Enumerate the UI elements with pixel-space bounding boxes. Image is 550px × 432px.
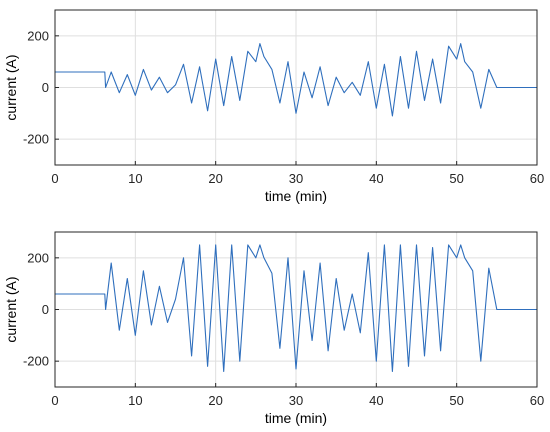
x-tick-label: 20 (208, 393, 222, 408)
y-tick-label: -200 (23, 354, 49, 369)
top-plot: 0 10 20 30 40 50 60 -200 0 200 time (min) current (… (3, 9, 544, 204)
x-tick-label: 60 (530, 171, 544, 186)
y-tick-label: 200 (27, 28, 49, 43)
current-trace (55, 244, 537, 373)
x-tick-label: 40 (369, 171, 383, 186)
y-tick-label: -200 (23, 132, 49, 147)
x-tick-label: 20 (208, 171, 222, 186)
x-tick-label: 10 (128, 393, 142, 408)
x-tick-label: 0 (51, 393, 58, 408)
y-tick-label: 0 (42, 302, 49, 317)
current-trace (55, 43, 537, 117)
x-tick-label: 30 (289, 393, 303, 408)
x-tick-label: 10 (128, 171, 142, 186)
x-tick-label: 50 (449, 171, 463, 186)
y-axis-label: current (A) (3, 276, 19, 342)
x-axis-label: time (min) (265, 188, 327, 204)
x-tick-label: 40 (369, 393, 383, 408)
x-tick-label: 30 (289, 171, 303, 186)
y-axis-label: current (A) (3, 54, 19, 120)
x-tick-label: 60 (530, 393, 544, 408)
x-tick-label: 50 (449, 393, 463, 408)
x-axis-label: time (min) (265, 410, 327, 426)
x-tick-label: 0 (51, 171, 58, 186)
y-tick-label: 200 (27, 250, 49, 265)
y-tick-label: 0 (42, 80, 49, 95)
bottom-plot: 0 10 20 30 40 50 60 -200 0 200 time (min) current (… (3, 231, 544, 426)
